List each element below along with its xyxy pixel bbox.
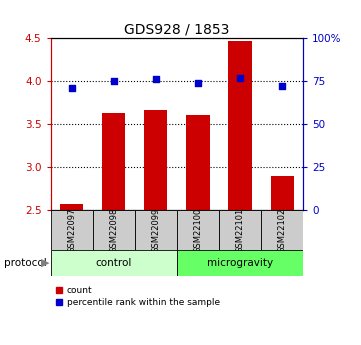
Point <box>279 83 285 89</box>
Point <box>195 80 201 86</box>
Text: control: control <box>96 258 132 268</box>
Point <box>237 75 243 80</box>
Title: GDS928 / 1853: GDS928 / 1853 <box>124 23 230 37</box>
Point <box>69 85 74 91</box>
Bar <box>177 210 219 250</box>
Text: ▶: ▶ <box>41 258 49 268</box>
Bar <box>93 210 135 250</box>
Point <box>111 78 117 84</box>
Text: protocol: protocol <box>4 258 46 268</box>
Text: GSM22097: GSM22097 <box>67 208 76 253</box>
Text: microgravity: microgravity <box>207 258 273 268</box>
Text: GSM22100: GSM22100 <box>193 208 203 253</box>
Bar <box>261 210 303 250</box>
Bar <box>271 176 294 210</box>
Text: GSM22102: GSM22102 <box>278 208 287 253</box>
Legend: count, percentile rank within the sample: count, percentile rank within the sample <box>55 286 220 307</box>
Bar <box>219 210 261 250</box>
Bar <box>144 110 168 210</box>
Bar <box>135 210 177 250</box>
Bar <box>102 113 125 210</box>
Bar <box>186 115 209 210</box>
Bar <box>51 250 177 276</box>
Text: GSM22098: GSM22098 <box>109 208 118 253</box>
Bar <box>51 210 93 250</box>
Text: GSM22099: GSM22099 <box>151 208 160 253</box>
Bar <box>60 204 83 210</box>
Bar <box>229 41 252 210</box>
Text: GSM22101: GSM22101 <box>236 208 244 253</box>
Point <box>153 77 159 82</box>
Bar <box>177 250 303 276</box>
